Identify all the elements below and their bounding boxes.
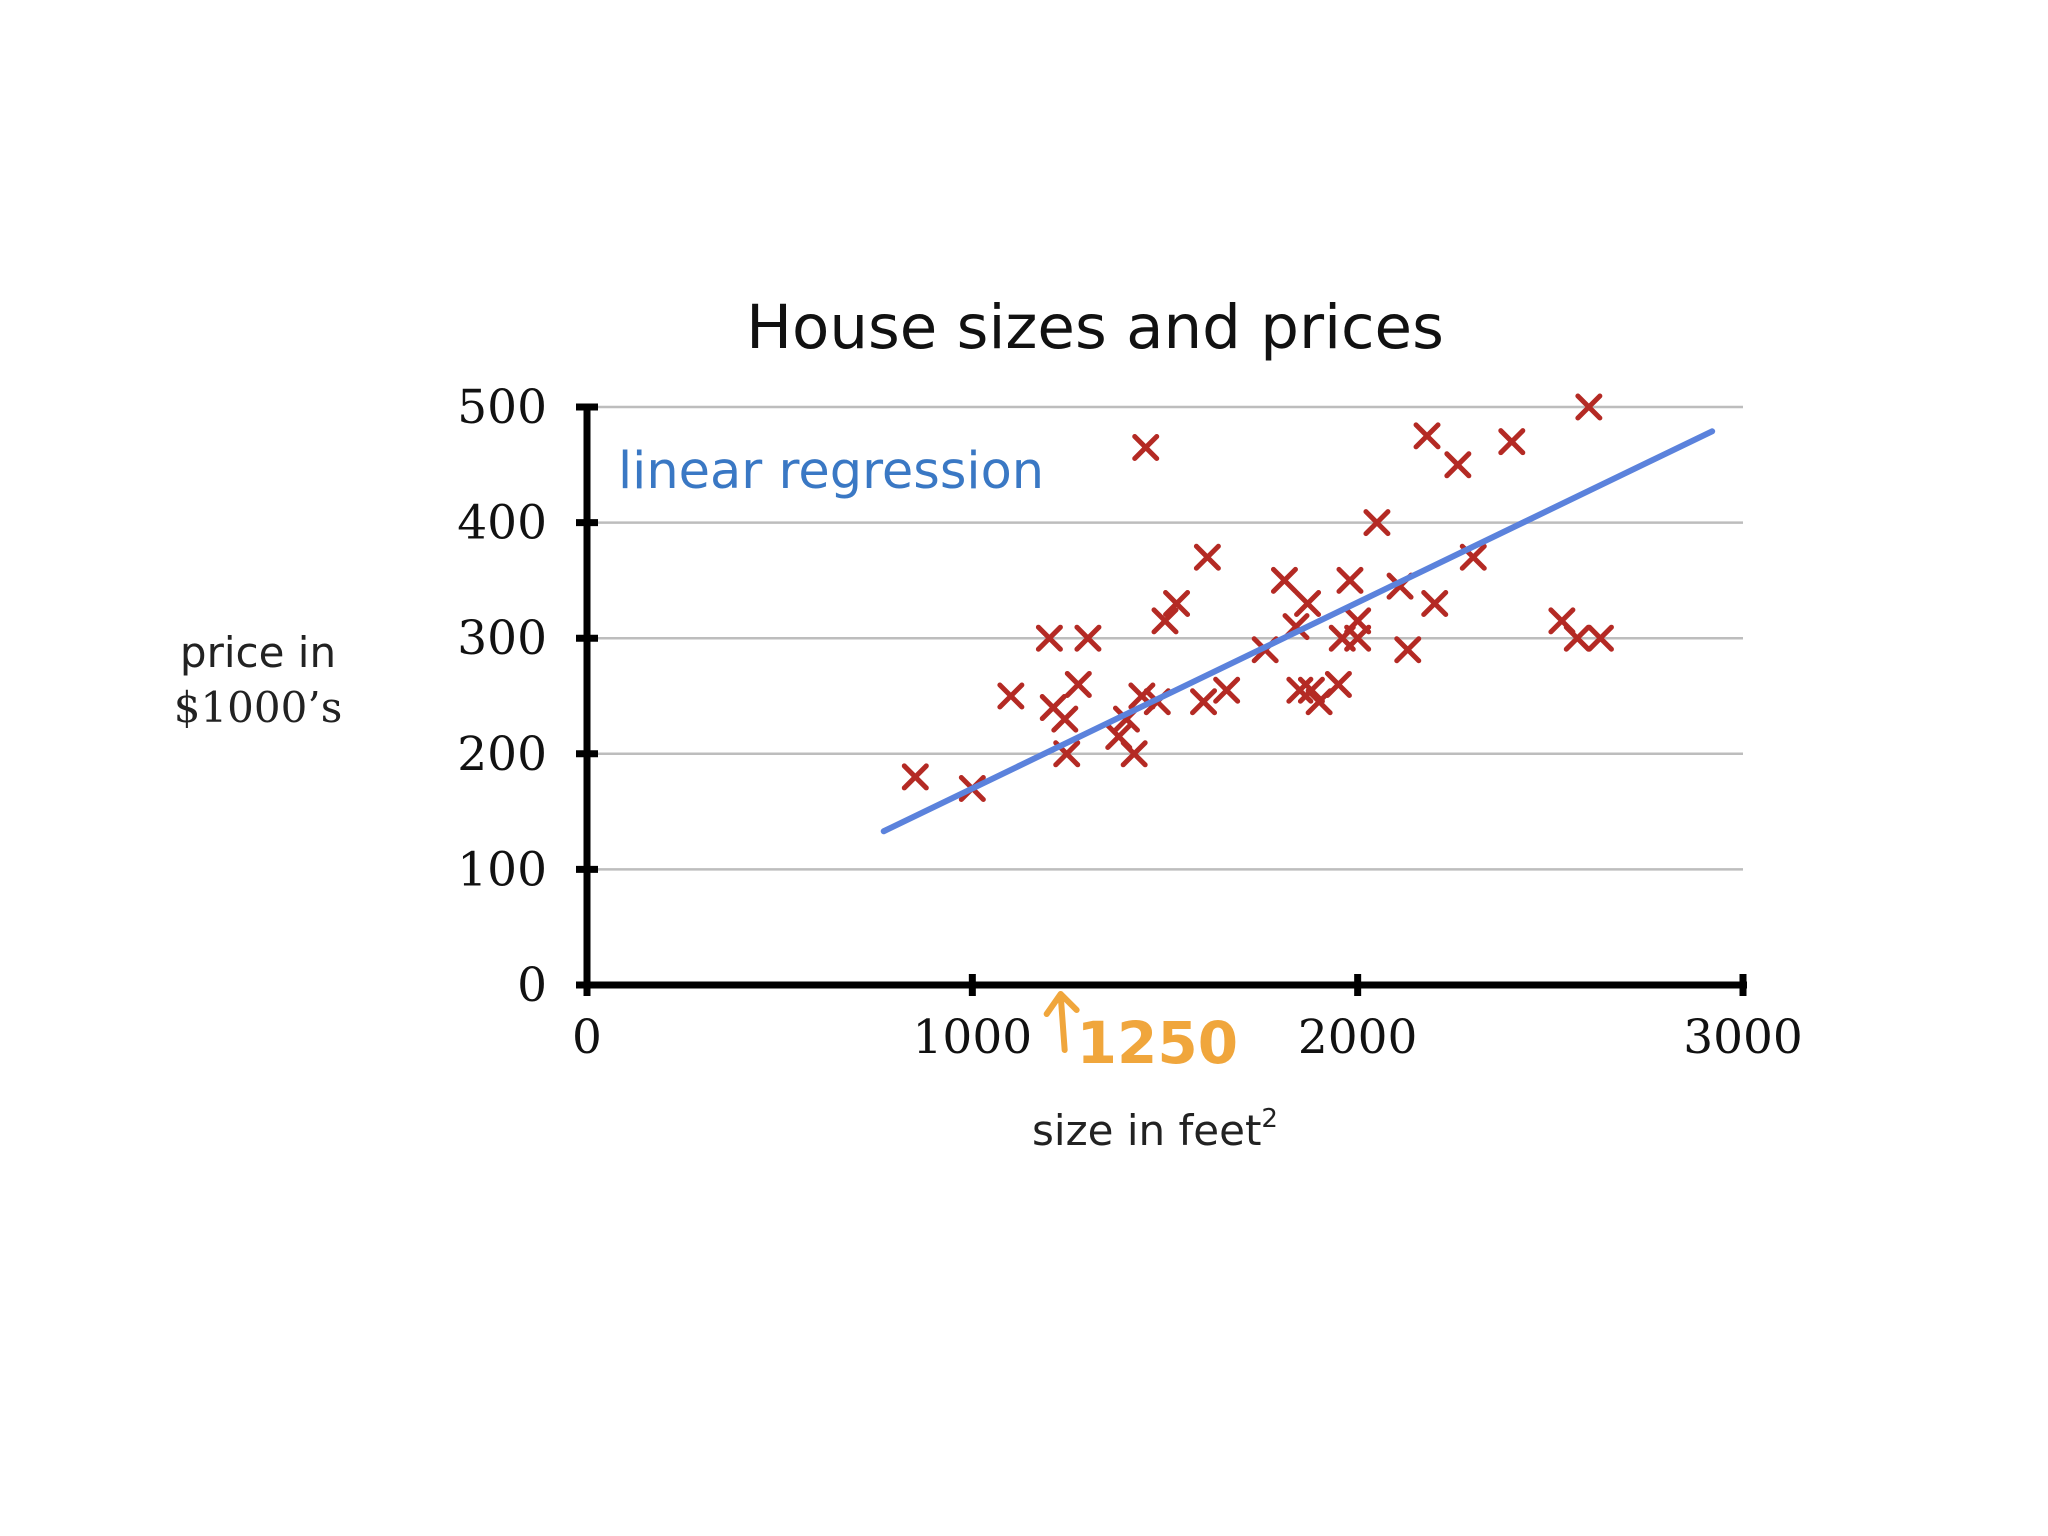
- y-tick-label-300: 300: [457, 611, 547, 666]
- data-point: [1421, 590, 1449, 618]
- data-point: [1120, 740, 1148, 768]
- y-tick-label-100: 100: [457, 842, 547, 897]
- regression-line-label: linear regression: [618, 442, 1044, 501]
- x-tick-label-2000: 2000: [1298, 1010, 1418, 1065]
- data-point: [1444, 451, 1472, 479]
- x-axis-ticks: 0 1000 2000 3000: [572, 974, 1803, 1065]
- data-point: [1064, 670, 1092, 698]
- data-point: [1193, 543, 1221, 571]
- data-point: [1586, 624, 1614, 652]
- data-point: [1051, 705, 1079, 733]
- data-point: [1336, 566, 1364, 594]
- regression-line: [880, 428, 1716, 835]
- data-point: [1394, 636, 1422, 664]
- data-point: [1563, 624, 1591, 652]
- regression-line-group: [880, 428, 1716, 835]
- data-point: [1413, 422, 1441, 450]
- x-axis-label-superscript: 2: [1261, 1104, 1278, 1134]
- y-tick-label-0: 0: [517, 958, 547, 1013]
- data-point: [1163, 590, 1191, 618]
- data-point: [997, 682, 1025, 710]
- data-point: [1213, 676, 1241, 704]
- annotation-text: 1250: [1077, 1009, 1238, 1077]
- data-point: [1270, 566, 1298, 594]
- data-point: [1035, 624, 1063, 652]
- grid-lines: [587, 405, 1743, 871]
- x-axis-label: size in feet2: [1032, 1104, 1278, 1155]
- annotation-arrow: [1043, 991, 1080, 1053]
- x-tick-label-1000: 1000: [913, 1010, 1033, 1065]
- x-tick-label-0: 0: [572, 1010, 602, 1065]
- y-tick-label-200: 200: [457, 727, 547, 782]
- x-axis-label-text: size in feet: [1032, 1106, 1261, 1155]
- axes: [583, 404, 1747, 989]
- data-point: [1297, 676, 1325, 704]
- data-point: [1344, 607, 1372, 635]
- data-point: [901, 763, 929, 791]
- data-point: [1190, 688, 1218, 716]
- y-tick-label-400: 400: [457, 496, 547, 551]
- y-axis-label-line1: price in: [180, 628, 336, 677]
- data-points: [901, 393, 1614, 802]
- y-axis-label-line2: $1000’s: [174, 683, 343, 732]
- data-point: [1132, 433, 1160, 461]
- data-point: [1294, 590, 1322, 618]
- annotation-1250: 1250: [1043, 991, 1238, 1077]
- data-point: [1151, 607, 1179, 635]
- data-point: [1363, 509, 1391, 537]
- data-point: [1074, 624, 1102, 652]
- y-axis-ticks: 0 100 200 300 400 500: [457, 380, 598, 1013]
- data-point: [1324, 670, 1352, 698]
- x-tick-label-3000: 3000: [1683, 1010, 1803, 1065]
- data-point: [1498, 428, 1526, 456]
- data-point: [1575, 393, 1603, 421]
- y-tick-label-500: 500: [457, 380, 547, 435]
- chart-title: House sizes and prices: [746, 292, 1444, 363]
